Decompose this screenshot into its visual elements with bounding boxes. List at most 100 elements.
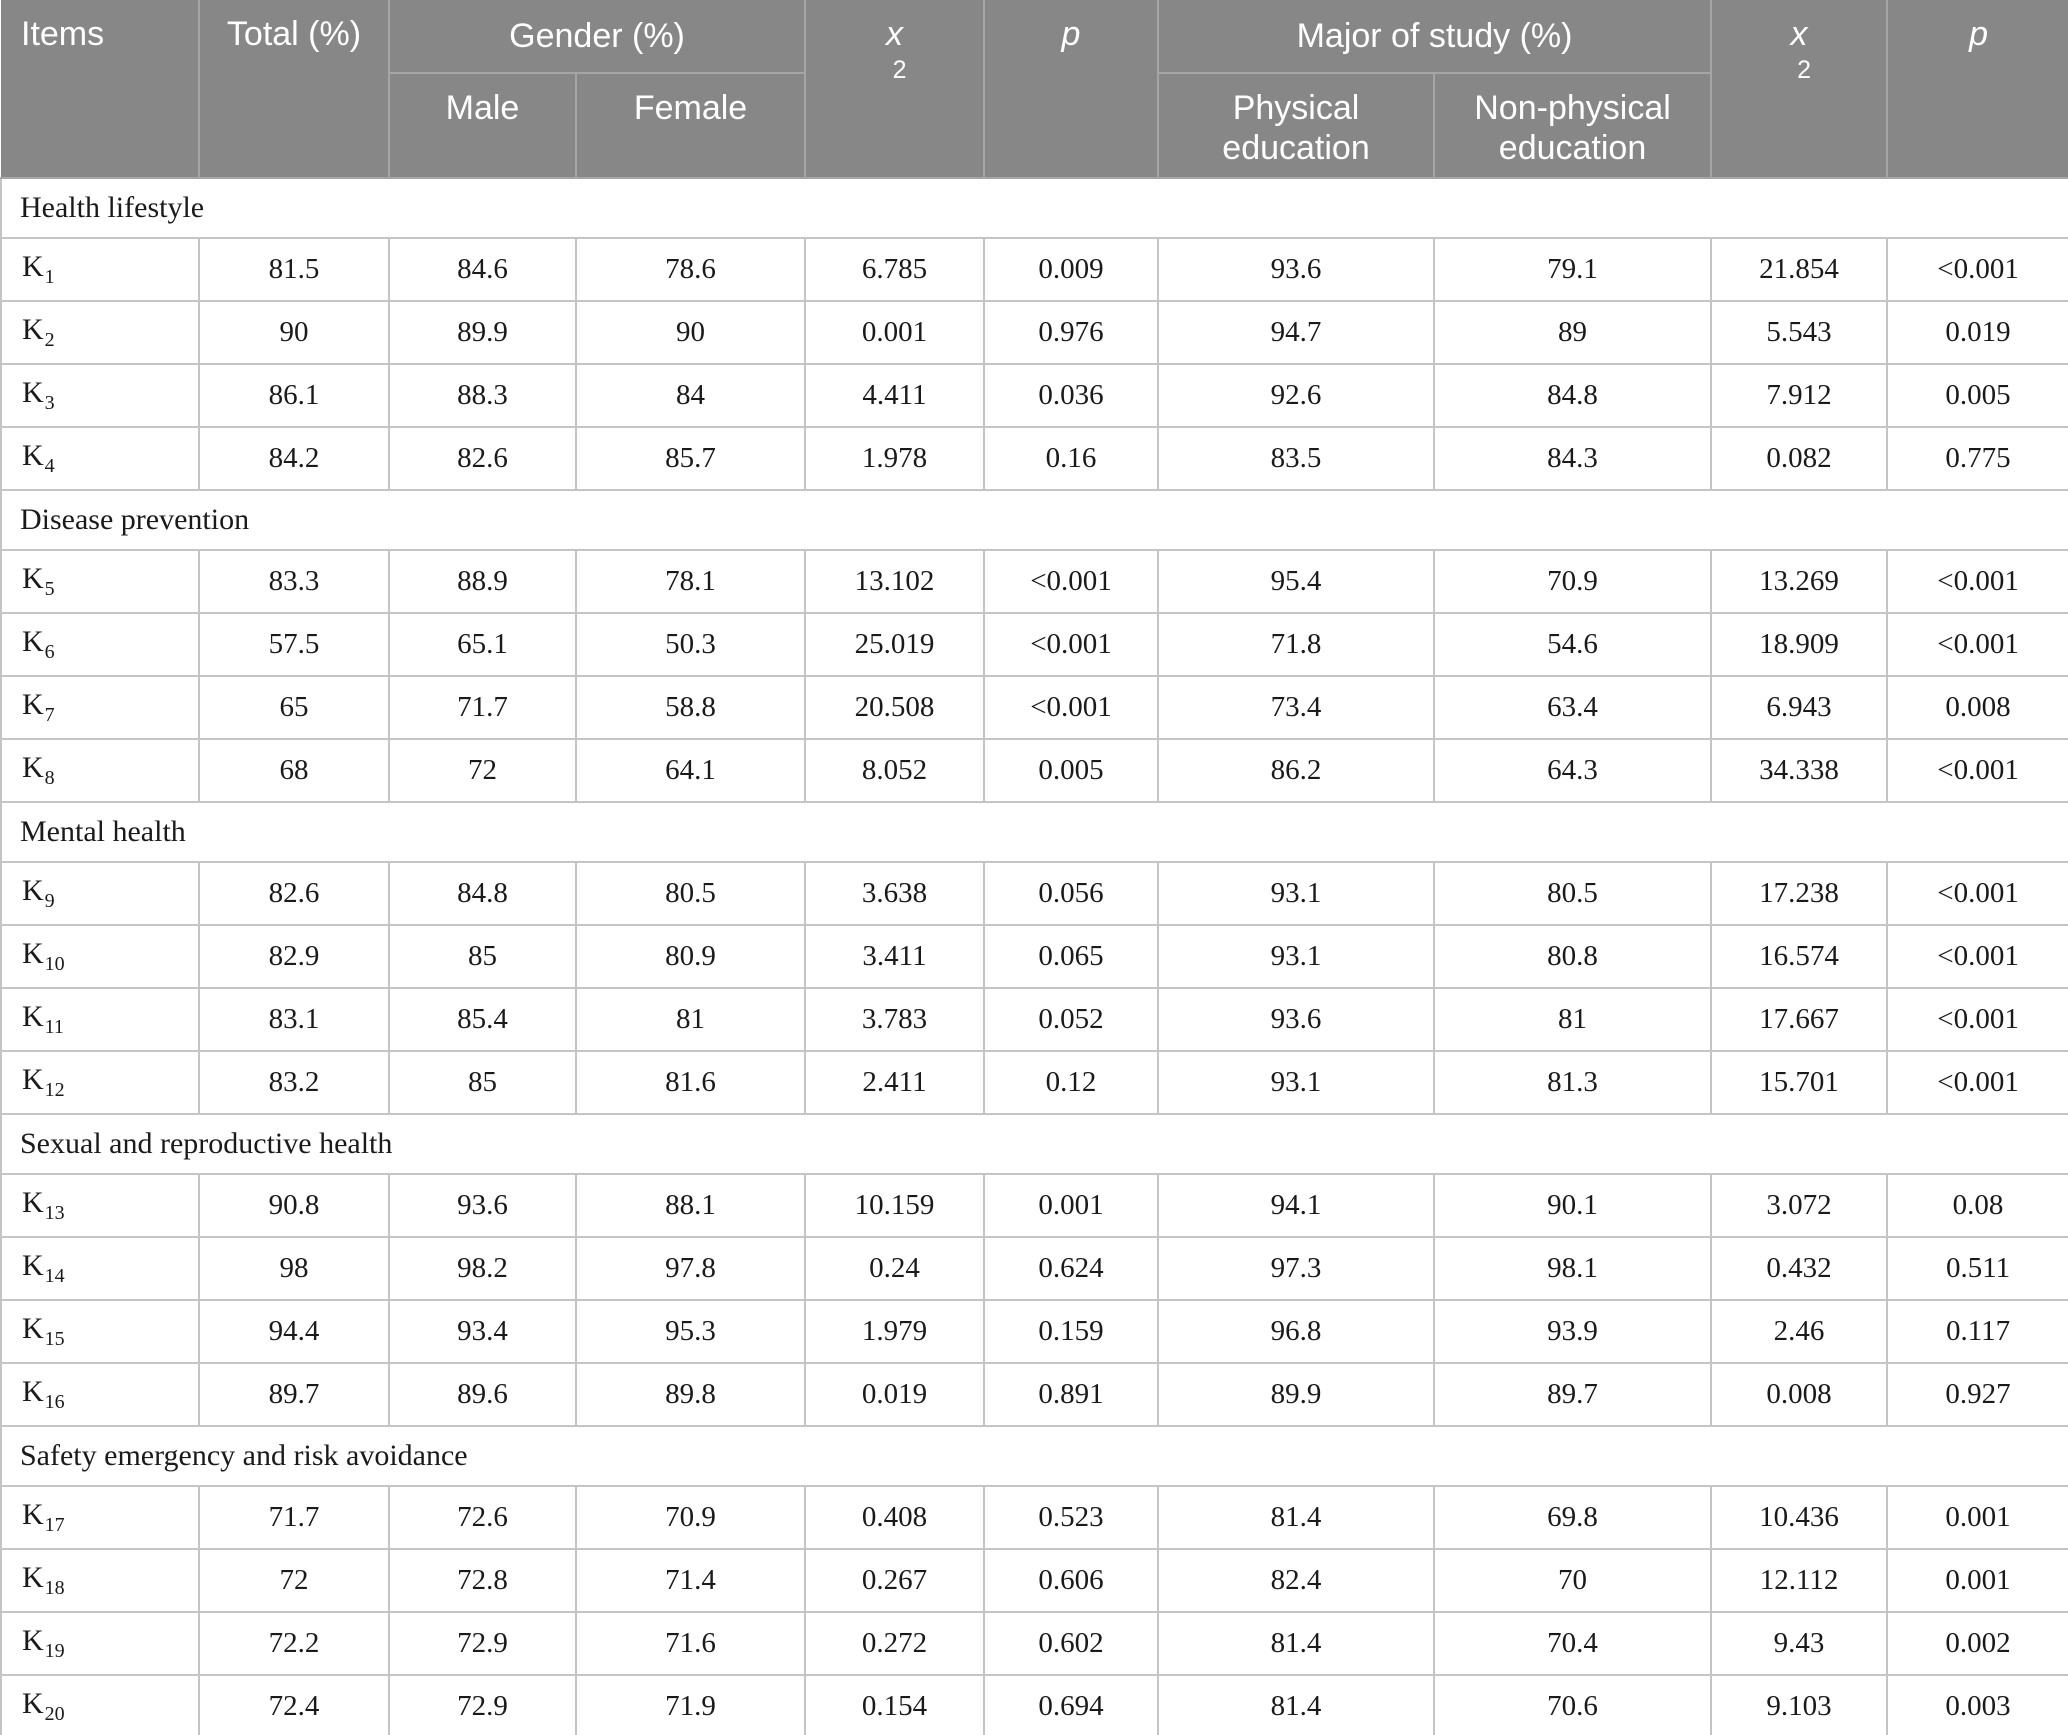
value-cell: 63.4 [1433, 675, 1713, 740]
value-cell: 0.511 [1886, 1236, 2068, 1301]
value-cell: 0.927 [1886, 1362, 2068, 1427]
value-cell: 94.1 [1157, 1173, 1436, 1238]
value-cell: 0.602 [983, 1611, 1160, 1676]
table-row: K20 72.4 72.9 71.9 0.154 0.694 81.4 70.6 9.103 0.… [0, 1674, 2068, 1735]
value-cell: 71.4 [574, 1548, 807, 1613]
value-cell: 89.9 [1157, 1362, 1436, 1427]
value-cell: 68 [198, 738, 390, 803]
section-row: Mental health [0, 801, 2068, 863]
section-title: Disease prevention [0, 489, 2068, 551]
value-cell: 81 [574, 987, 807, 1052]
section-row: Sexual and reproductive health [0, 1113, 2068, 1175]
table-row: K1 81.5 84.6 78.6 6.785 0.009 93.6 79.1 21.854 <0… [0, 237, 2068, 302]
value-cell: 96.8 [1157, 1299, 1436, 1364]
value-cell: <0.001 [1886, 237, 2068, 302]
value-cell: 0.408 [804, 1485, 986, 1550]
item-label: K2 [0, 300, 200, 365]
item-label: K9 [0, 861, 200, 926]
item-subscript: 13 [44, 1202, 65, 1224]
item-subscript: 14 [44, 1265, 65, 1287]
table-row: K3 86.1 88.3 84 4.411 0.036 92.6 84.8 7.912 0.005 [0, 363, 2068, 428]
item-base: K [22, 439, 44, 472]
value-cell: 81.4 [1157, 1674, 1436, 1735]
value-cell: 50.3 [574, 612, 807, 677]
item-subscript: 3 [44, 392, 55, 414]
value-cell: 12.112 [1710, 1548, 1889, 1613]
value-cell: 0.606 [983, 1548, 1160, 1613]
table-row: K11 83.1 85.4 81 3.783 0.052 93.6 81 17.667 <0.00… [0, 987, 2068, 1052]
col-header-chi-square-major: x 2 [1710, 0, 1889, 179]
value-cell: 93.4 [388, 1299, 577, 1364]
item-base: K [22, 1186, 44, 1219]
item-base: K [22, 1498, 44, 1531]
value-cell: 82.4 [1157, 1548, 1436, 1613]
value-cell: 71.9 [574, 1674, 807, 1735]
value-cell: 93.9 [1433, 1299, 1713, 1364]
value-cell: 0.009 [983, 237, 1160, 302]
item-label: K6 [0, 612, 200, 677]
value-cell: 0.775 [1886, 426, 2068, 491]
item-subscript: 9 [44, 890, 55, 912]
value-cell: 70 [1433, 1548, 1713, 1613]
value-cell: 0.12 [983, 1050, 1160, 1115]
value-cell: 83.2 [198, 1050, 390, 1115]
value-cell: 79.1 [1433, 237, 1713, 302]
value-cell: 64.1 [574, 738, 807, 803]
value-cell: 93.6 [1157, 987, 1436, 1052]
value-cell: 0.624 [983, 1236, 1160, 1301]
value-cell: 0.005 [983, 738, 1160, 803]
value-cell: 0.523 [983, 1485, 1160, 1550]
value-cell: 89.8 [574, 1362, 807, 1427]
value-cell: 80.5 [574, 861, 807, 926]
value-cell: 13.102 [804, 549, 986, 614]
value-cell: 90.8 [198, 1173, 390, 1238]
value-cell: 84.8 [1433, 363, 1713, 428]
value-cell: 0.08 [1886, 1173, 2068, 1238]
value-cell: 82.9 [198, 924, 390, 989]
value-cell: 80.9 [574, 924, 807, 989]
value-cell: 0.891 [983, 1362, 1160, 1427]
item-base: K [22, 562, 44, 595]
value-cell: 0.005 [1886, 363, 2068, 428]
item-subscript: 4 [44, 455, 55, 477]
value-cell: 21.854 [1710, 237, 1889, 302]
table-row: K13 90.8 93.6 88.1 10.159 0.001 94.1 90.1 3.072 0… [0, 1173, 2068, 1238]
value-cell: 94.7 [1157, 300, 1436, 365]
value-cell: 72.9 [388, 1611, 577, 1676]
value-cell: 98.2 [388, 1236, 577, 1301]
value-cell: 89.9 [388, 300, 577, 365]
value-cell: 65 [198, 675, 390, 740]
value-cell: 81.4 [1157, 1485, 1436, 1550]
value-cell: 3.638 [804, 861, 986, 926]
item-subscript: 7 [44, 704, 55, 726]
value-cell: 81 [1433, 987, 1713, 1052]
value-cell: 6.785 [804, 237, 986, 302]
section-title: Sexual and reproductive health [0, 1113, 2068, 1175]
value-cell: 83.3 [198, 549, 390, 614]
value-cell: 15.701 [1710, 1050, 1889, 1115]
value-cell: 0.272 [804, 1611, 986, 1676]
value-cell: 78.1 [574, 549, 807, 614]
value-cell: 72.2 [198, 1611, 390, 1676]
value-cell: 1.978 [804, 426, 986, 491]
value-cell: 93.1 [1157, 1050, 1436, 1115]
value-cell: 72.4 [198, 1674, 390, 1735]
value-cell: 98.1 [1433, 1236, 1713, 1301]
value-cell: 72 [388, 738, 577, 803]
chi-exponent-glyph: 2 [892, 56, 907, 85]
value-cell: 86.2 [1157, 738, 1436, 803]
value-cell: 81.5 [198, 237, 390, 302]
value-cell: 1.979 [804, 1299, 986, 1364]
value-cell: 73.4 [1157, 675, 1436, 740]
item-subscript: 19 [44, 1640, 65, 1662]
table-row: K5 83.3 88.9 78.1 13.102 <0.001 95.4 70.9 13.269… [0, 549, 2068, 614]
value-cell: 95.3 [574, 1299, 807, 1364]
value-cell: 92.6 [1157, 363, 1436, 428]
section-title: Health lifestyle [0, 177, 2068, 239]
item-base: K [22, 250, 44, 283]
item-subscript: 17 [44, 1514, 65, 1536]
value-cell: 95.4 [1157, 549, 1436, 614]
value-cell: 93.1 [1157, 924, 1436, 989]
value-cell: 80.8 [1433, 924, 1713, 989]
item-base: K [22, 1375, 44, 1408]
